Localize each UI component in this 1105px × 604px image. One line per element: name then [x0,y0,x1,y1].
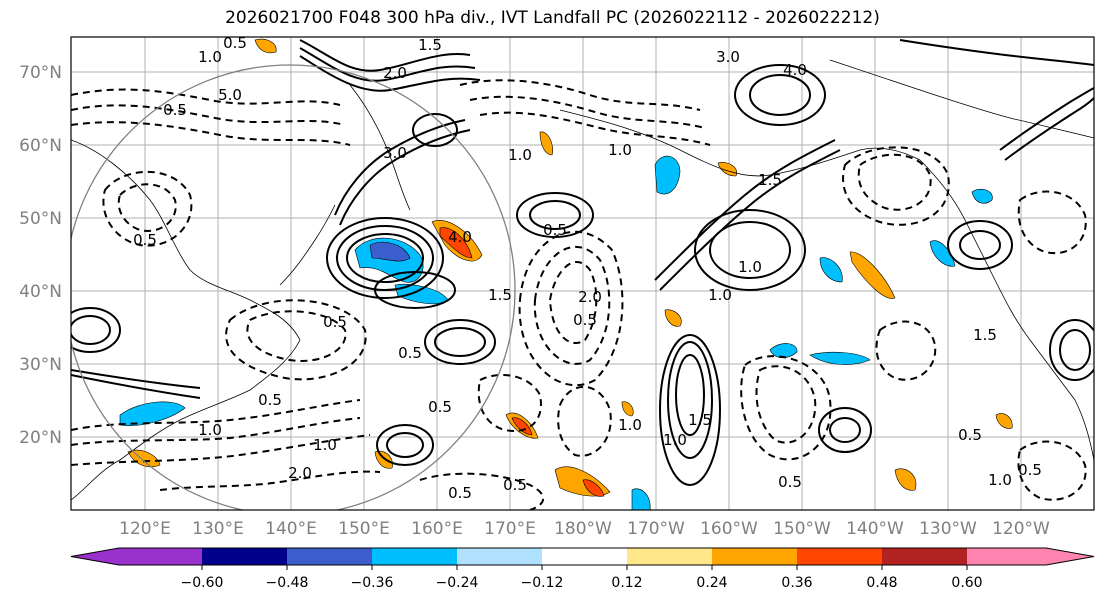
contour-label: 0.5 [543,221,567,239]
colorbar-tick-label: −0.36 [351,575,394,591]
colorbar-tick-label: 0.60 [951,575,982,591]
longitude-label: 180°W [554,519,612,539]
colorbar-segment [712,548,797,565]
contour-label: 1.0 [738,258,762,276]
contour-label: 1.5 [418,36,442,54]
contour-label: 0.5 [573,311,597,329]
colorbar-tick-label: 0.24 [696,575,727,591]
contour-label: 1.0 [508,146,532,164]
contour-label: 1.5 [488,286,512,304]
contour-label: 0.5 [428,398,452,416]
colorbar-under-arrow [71,548,202,565]
longitude-label: 130°W [919,519,977,539]
latitude-label: 40°N [19,282,62,302]
colorbar-segment [627,548,712,565]
latitude-label: 50°N [19,209,62,229]
longitude-label: 150°E [338,519,390,539]
longitude-label: 140°E [265,519,317,539]
contour-label: 0.5 [958,426,982,444]
contour-label: 1.5 [758,171,782,189]
colorbar-tick-label: −0.12 [521,575,564,591]
colorbar-over-arrow [967,548,1094,565]
contour-label: 4.0 [448,228,472,246]
colorbar-segment [202,548,287,565]
contour-label: 1.5 [688,411,712,429]
colorbar-tick-label: 0.12 [611,575,642,591]
contour-label: 1.0 [618,416,642,434]
longitude-label: 120°W [992,519,1050,539]
contour-label: 2.0 [383,64,407,82]
longitude-label: 120°E [119,519,171,539]
colorbar-tick-label: 0.36 [781,575,812,591]
longitude-label: 160°E [411,519,463,539]
colorbar-tick-label: −0.24 [436,575,479,591]
longitude-label: 170°W [627,519,685,539]
contour-label: 0.5 [323,313,347,331]
colorbar-segment [542,548,627,565]
colorbar-segment [797,548,882,565]
contour-label: 1.0 [313,436,337,454]
latitude-label: 20°N [19,428,62,448]
contour-label: 0.5 [448,484,472,502]
contour-label: 0.5 [503,476,527,494]
contour-label: 0.5 [1018,461,1042,479]
latitude-labels: 70°N 60°N 50°N 40°N 30°N 20°N [19,63,62,448]
contour-label: 0.5 [398,344,422,362]
colorbar-segment [287,548,372,565]
contour-label: 1.0 [198,48,222,66]
contour-label: 3.0 [716,48,740,66]
contour-label: 4.0 [783,61,807,79]
latitude-label: 70°N [19,63,62,83]
colorbar-segment [882,548,967,565]
contour-label: 1.0 [198,421,222,439]
colorbar-tick-label: −0.48 [266,575,309,591]
contour-label: 0.5 [258,391,282,409]
longitude-label: 140°W [846,519,904,539]
latitude-label: 30°N [19,355,62,375]
longitude-label: 160°W [700,519,758,539]
longitude-labels: 120°E 130°E 140°E 150°E 160°E 170°E 180°W 170°W… [119,519,1050,539]
longitude-label: 130°E [192,519,244,539]
contour-label: 1.0 [988,471,1012,489]
contour-label: 0.5 [163,101,187,119]
colorbar: −0.60 −0.48 −0.36 −0.24 −0.12 0.12 0.24 0.36 0.4… [71,548,1094,591]
longitude-label: 150°W [773,519,831,539]
contour-label: 3.0 [383,144,407,162]
colorbar-segment [457,548,542,565]
contour-label: 1.0 [663,431,687,449]
longitude-label: 170°E [484,519,536,539]
contour-label: 2.0 [288,464,312,482]
contour-label: 5.0 [218,86,242,104]
colorbar-segment [372,548,457,565]
contour-label: 1.0 [708,286,732,304]
colorbar-tick-label: −0.60 [181,575,224,591]
colorbar-tick-label: 0.48 [866,575,897,591]
contour-label: 2.0 [578,288,602,306]
contour-label: 1.0 [608,141,632,159]
latitude-label: 60°N [19,136,62,156]
contour-label: 0.5 [133,231,157,249]
contour-label: 0.5 [778,473,802,491]
map-figure: 0.51.01.52.03.04.05.00.51.00.51.01.52.00… [0,0,1105,604]
contour-label: 1.5 [973,326,997,344]
